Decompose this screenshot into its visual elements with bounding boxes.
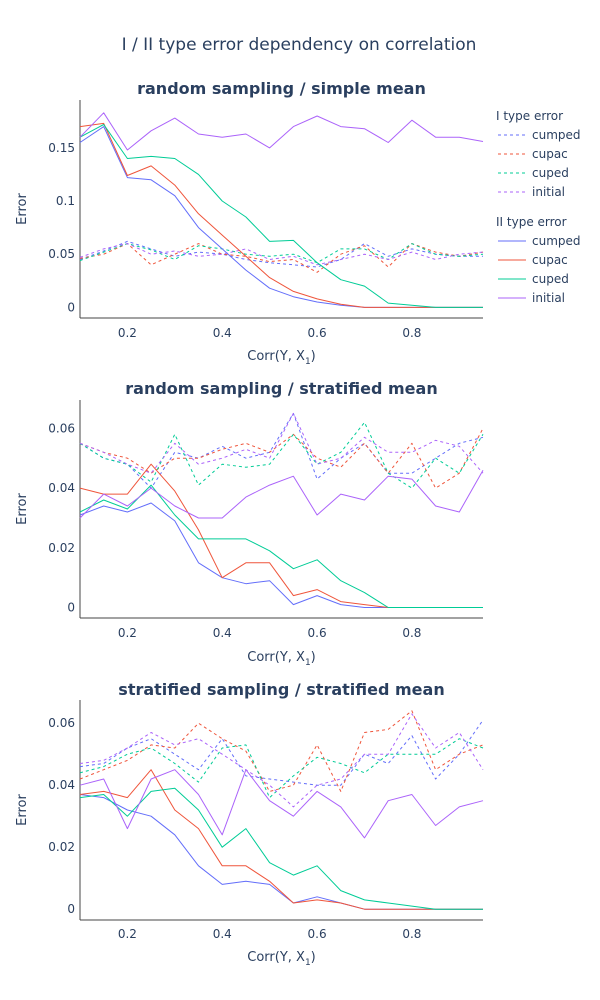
x-axis-title: Corr(Y, X1) xyxy=(247,349,316,367)
x-tick-label: 0.2 xyxy=(118,326,137,340)
subplot-2: random sampling / stratified mean 0 0.02 0.… xyxy=(15,379,484,668)
series-line-initial-type-i xyxy=(79,243,484,266)
x-tick-label: 0.6 xyxy=(308,326,327,340)
legend-label: cumped xyxy=(532,234,581,248)
series-line-initial-type-i xyxy=(79,412,484,474)
series-line-cuped-type-ii xyxy=(79,124,483,308)
y-tick-label: 0.04 xyxy=(48,778,75,792)
y-axis-title: Error xyxy=(15,493,30,525)
legend-item-cumped-type-ii[interactable]: cumped xyxy=(498,234,581,248)
y-axis-title: Error xyxy=(15,193,30,225)
legend-label: initial xyxy=(532,185,565,199)
legend-group-type-ii[interactable]: cumped cupac cuped initial xyxy=(498,234,581,305)
x-tick-label: 0.8 xyxy=(402,626,421,640)
legend-label: cupac xyxy=(532,253,568,267)
legend-item-initial-type-ii[interactable]: initial xyxy=(498,291,565,305)
subplot-title: random sampling / simple mean xyxy=(137,79,426,98)
x-tick-label: 0.4 xyxy=(213,626,232,640)
x-tick-label: 0.4 xyxy=(213,927,232,941)
x-axis-title: Corr(Y, X1) xyxy=(247,650,316,668)
series-line-cuped-type-ii xyxy=(79,484,483,608)
y-tick-label: 0.1 xyxy=(56,194,75,208)
legend-item-cupac-type-i[interactable]: cupac xyxy=(498,147,568,161)
series-line-initial-type-i xyxy=(79,713,484,808)
y-tick-label: 0.02 xyxy=(48,840,75,854)
series-line-cupac-type-i xyxy=(79,428,484,489)
x-tick-label: 0.2 xyxy=(118,927,137,941)
subplot-1: random sampling / simple mean 0 0.05 0.1 0.1… xyxy=(15,79,484,367)
x-tick-label: 0.6 xyxy=(308,626,327,640)
x-tick-label: 0.4 xyxy=(213,326,232,340)
series-line-cuped-type-i xyxy=(79,421,484,489)
series-line-cumped-type-ii xyxy=(79,502,483,608)
legend-label: initial xyxy=(532,291,565,305)
x-tick-label: 0.6 xyxy=(308,927,327,941)
series-line-cupac-type-ii xyxy=(79,769,483,910)
series-line-cumped-type-ii xyxy=(79,126,483,308)
series-line-initial-type-ii xyxy=(79,112,484,151)
series-line-cuped-type-i xyxy=(79,738,484,799)
legend[interactable]: I type error cumped cupac cuped initial II … xyxy=(496,109,581,305)
y-tick-label: 0 xyxy=(67,601,75,615)
y-tick-label: 0.06 xyxy=(48,421,75,435)
subplot-title: random sampling / stratified mean xyxy=(125,379,437,398)
legend-item-cuped-type-ii[interactable]: cuped xyxy=(498,272,569,286)
series-line-cumped-type-i xyxy=(79,412,484,489)
series-line-cupac-type-ii xyxy=(79,463,483,608)
series-line-cupac-type-ii xyxy=(79,122,483,308)
y-tick-label: 0.05 xyxy=(48,247,75,261)
legend-title-type-i: I type error xyxy=(496,109,563,123)
legend-item-initial-type-i[interactable]: initial xyxy=(498,185,565,199)
series-line-initial-type-ii xyxy=(79,469,484,519)
series-line-cumped-type-i xyxy=(79,719,484,786)
y-tick-label: 0 xyxy=(67,902,75,916)
series-line-cuped-type-ii xyxy=(79,787,483,910)
y-axis-title: Error xyxy=(15,794,30,826)
legend-label: cumped xyxy=(532,128,581,142)
legend-item-cuped-type-i[interactable]: cuped xyxy=(498,166,569,180)
series-line-cuped-type-i xyxy=(79,243,484,264)
series-line-initial-type-ii xyxy=(79,769,484,839)
x-tick-label: 0.8 xyxy=(402,927,421,941)
legend-title-type-ii: II type error xyxy=(496,215,567,229)
legend-group-type-i[interactable]: cumped cupac cuped initial xyxy=(498,128,581,199)
x-tick-label: 0.8 xyxy=(402,326,421,340)
series-line-cumped-type-i xyxy=(79,240,483,268)
legend-label: cuped xyxy=(532,166,569,180)
subplots: random sampling / simple mean 0 0.05 0.1 0.1… xyxy=(15,79,484,968)
y-tick-label: 0.04 xyxy=(48,481,75,495)
legend-item-cumped-type-i[interactable]: cumped xyxy=(498,128,581,142)
y-tick-label: 0.06 xyxy=(48,716,75,730)
y-tick-label: 0.15 xyxy=(48,141,75,155)
subplot-3: stratified sampling / stratified mean 0 0.… xyxy=(15,680,484,968)
subplot-title: stratified sampling / stratified mean xyxy=(118,680,444,699)
x-axis-title: Corr(Y, X1) xyxy=(247,950,316,968)
y-tick-label: 0 xyxy=(67,300,75,314)
x-tick-label: 0.2 xyxy=(118,626,137,640)
chart-title: I / II type error dependency on correlat… xyxy=(122,35,477,55)
legend-item-cupac-type-ii[interactable]: cupac xyxy=(498,253,568,267)
legend-label: cuped xyxy=(532,272,569,286)
y-tick-label: 0.02 xyxy=(48,541,75,555)
legend-label: cupac xyxy=(532,147,568,161)
series-line-cupac-type-i xyxy=(79,710,484,792)
